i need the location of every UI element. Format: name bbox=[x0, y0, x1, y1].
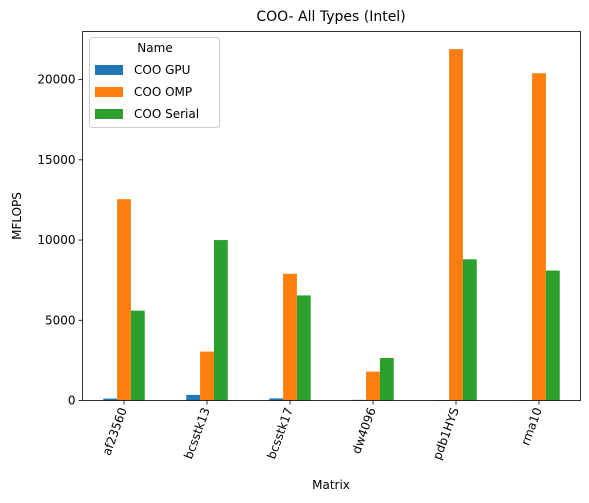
bar-coo-serial-rma10 bbox=[545, 270, 560, 401]
x-tick-label: pdb1HYS bbox=[430, 406, 462, 462]
x-tick-label: bcsstk13 bbox=[181, 406, 213, 461]
legend-swatch bbox=[95, 109, 123, 119]
bar-coo-gpu-bcsstk17 bbox=[269, 398, 284, 401]
bar-coo-serial-af23560 bbox=[130, 310, 145, 401]
x-tick-label: bcsstk17 bbox=[264, 406, 296, 461]
y-tick-label: 20000 bbox=[37, 73, 75, 87]
bar-coo-gpu-bcsstk13 bbox=[186, 394, 201, 401]
y-axis: 0 5000 10000 15000 20000 bbox=[37, 73, 83, 408]
bar-coo-serial-dw4096 bbox=[379, 357, 394, 401]
legend-label: COO OMP bbox=[134, 85, 192, 99]
legend-label: COO Serial bbox=[134, 107, 199, 121]
legend-title: Name bbox=[137, 41, 172, 55]
x-axis: af23560 bcsstk13 bcsstk17 dw4096 pdb1HYS rma1… bbox=[100, 400, 545, 462]
legend: Name COO GPU COO OMP COO Serial bbox=[89, 37, 220, 128]
bar-coo-omp-bcsstk13 bbox=[200, 351, 214, 401]
bar-coo-serial-bcsstk17 bbox=[296, 295, 311, 401]
bar-coo-serial-pdb1hys bbox=[462, 259, 477, 401]
x-tick-label: af23560 bbox=[100, 406, 130, 458]
legend-box bbox=[89, 37, 220, 128]
y-axis-label: MFLOPS bbox=[10, 192, 24, 240]
y-tick-label: 15000 bbox=[37, 153, 75, 167]
bar-coo-omp-bcsstk17 bbox=[283, 273, 297, 401]
x-tick-label: dw4096 bbox=[349, 406, 379, 456]
y-tick-label: 0 bbox=[68, 394, 76, 408]
bar-coo-serial-bcsstk13 bbox=[213, 240, 228, 401]
y-tick-label: 5000 bbox=[45, 313, 76, 327]
bar-coo-omp-af23560 bbox=[117, 199, 131, 401]
legend-swatch bbox=[95, 87, 123, 97]
bars-layer bbox=[103, 49, 560, 401]
legend-swatch bbox=[95, 65, 123, 75]
plot-frame bbox=[82, 31, 581, 401]
legend-label: COO GPU bbox=[134, 63, 190, 77]
bar-coo-omp-rma10 bbox=[532, 73, 546, 401]
x-tick-label: rma10 bbox=[518, 406, 545, 447]
chart-title: COO- All Types (Intel) bbox=[256, 9, 405, 25]
x-axis-label: Matrix bbox=[312, 478, 350, 492]
y-tick-label: 10000 bbox=[37, 233, 75, 247]
bar-coo-gpu-af23560 bbox=[103, 398, 118, 401]
bar-coo-omp-pdb1hys bbox=[449, 49, 463, 401]
bar-coo-omp-dw4096 bbox=[366, 371, 380, 401]
